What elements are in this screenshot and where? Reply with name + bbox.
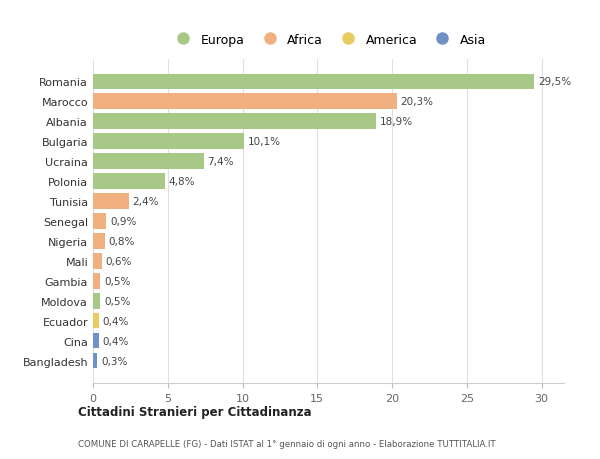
Text: 20,3%: 20,3% <box>400 97 433 107</box>
Bar <box>93 214 106 229</box>
Text: 4,8%: 4,8% <box>169 177 195 187</box>
Bar <box>93 74 534 90</box>
Bar <box>93 174 165 190</box>
Text: 0,5%: 0,5% <box>104 296 131 306</box>
Bar <box>93 274 100 289</box>
Bar <box>93 194 129 209</box>
Text: Cittadini Stranieri per Cittadinanza: Cittadini Stranieri per Cittadinanza <box>78 405 311 419</box>
Text: 18,9%: 18,9% <box>379 117 412 127</box>
Legend: Europa, Africa, America, Asia: Europa, Africa, America, Asia <box>171 34 486 46</box>
Text: 0,5%: 0,5% <box>104 276 131 286</box>
Text: 2,4%: 2,4% <box>133 196 159 207</box>
Bar <box>93 234 105 249</box>
Bar <box>93 353 97 369</box>
Text: COMUNE DI CARAPELLE (FG) - Dati ISTAT al 1° gennaio di ogni anno - Elaborazione : COMUNE DI CARAPELLE (FG) - Dati ISTAT al… <box>78 439 496 448</box>
Bar <box>93 134 244 150</box>
Bar <box>93 333 99 349</box>
Bar <box>93 154 203 169</box>
Text: 10,1%: 10,1% <box>248 137 281 147</box>
Text: 0,6%: 0,6% <box>106 256 132 266</box>
Bar <box>93 94 397 110</box>
Text: 7,4%: 7,4% <box>208 157 234 167</box>
Text: 0,3%: 0,3% <box>101 356 128 366</box>
Text: 0,9%: 0,9% <box>110 217 137 226</box>
Text: 0,4%: 0,4% <box>103 316 129 326</box>
Bar <box>93 253 102 269</box>
Text: 0,8%: 0,8% <box>109 236 135 246</box>
Bar <box>93 114 376 130</box>
Text: 0,4%: 0,4% <box>103 336 129 346</box>
Bar <box>93 313 99 329</box>
Bar <box>93 293 100 309</box>
Text: 29,5%: 29,5% <box>538 77 571 87</box>
